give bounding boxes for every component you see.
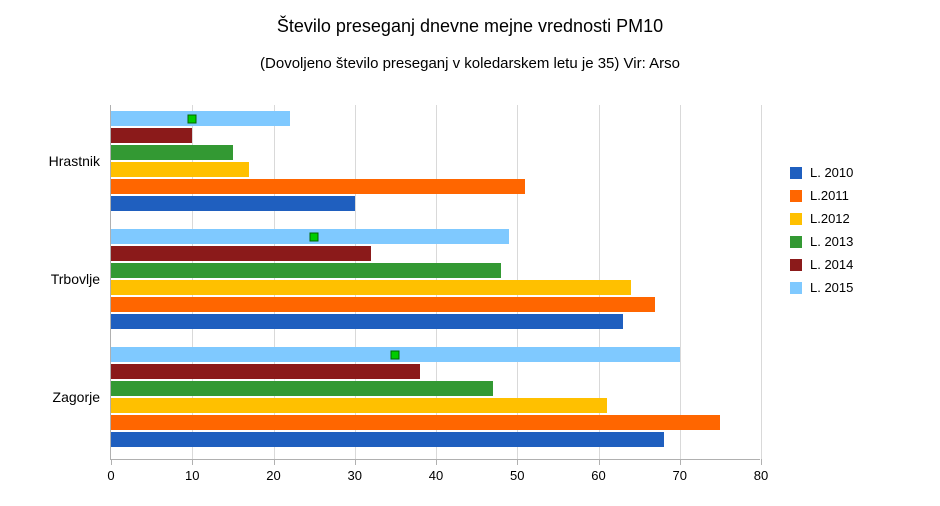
y-category-label: Trbovlje (20, 271, 100, 287)
x-tick-label: 20 (266, 468, 280, 483)
x-tick (436, 459, 437, 465)
bar (111, 162, 249, 177)
legend-label: L.2011 (810, 188, 849, 203)
x-tick (111, 459, 112, 465)
x-tick (192, 459, 193, 465)
legend-item: L. 2015 (790, 280, 930, 295)
bar (111, 246, 371, 261)
legend-label: L. 2014 (810, 257, 853, 272)
legend-label: L. 2013 (810, 234, 853, 249)
x-tick-label: 80 (754, 468, 768, 483)
gridline (680, 105, 681, 459)
bar (111, 145, 233, 160)
x-tick (761, 459, 762, 465)
bar (111, 381, 493, 396)
legend-item: L. 2014 (790, 257, 930, 272)
x-tick-label: 70 (673, 468, 687, 483)
y-category-label: Hrastnik (20, 153, 100, 169)
legend-swatch (790, 259, 802, 271)
legend-item: L.2011 (790, 188, 930, 203)
x-tick-label: 40 (429, 468, 443, 483)
bar (111, 179, 525, 194)
bar (111, 415, 720, 430)
legend-swatch (790, 190, 802, 202)
marker-square (310, 232, 319, 241)
bar (111, 111, 290, 126)
legend-label: L. 2010 (810, 165, 853, 180)
plot-area: 01020304050607080 (110, 105, 760, 460)
bar (111, 432, 664, 447)
legend-swatch (790, 167, 802, 179)
x-tick (355, 459, 356, 465)
x-tick (599, 459, 600, 465)
bar (111, 263, 501, 278)
y-category-label: Zagorje (20, 389, 100, 405)
bar (111, 314, 623, 329)
chart-container: Število preseganj dnevne mejne vrednosti… (0, 0, 940, 506)
bar (111, 196, 355, 211)
gridline (761, 105, 762, 459)
legend-label: L.2012 (810, 211, 850, 226)
x-tick-label: 50 (510, 468, 524, 483)
chart-subtitle: (Dovoljeno število preseganj v koledarsk… (20, 55, 920, 72)
bar (111, 364, 420, 379)
x-tick (274, 459, 275, 465)
plot-row: 01020304050607080 L. 2010L.2011L.2012L. … (20, 105, 920, 485)
x-tick (517, 459, 518, 465)
legend-item: L. 2010 (790, 165, 930, 180)
legend-item: L. 2013 (790, 234, 930, 249)
marker-square (188, 114, 197, 123)
legend: L. 2010 L.2011 L.2012 L. 2013 L. 2014 L. 2015 (790, 165, 930, 303)
chart-title: Število preseganj dnevne mejne vrednosti… (20, 16, 920, 37)
x-tick-label: 0 (107, 468, 114, 483)
bar (111, 128, 192, 143)
marker-square (391, 350, 400, 359)
legend-swatch (790, 282, 802, 294)
legend-label: L. 2015 (810, 280, 853, 295)
legend-swatch (790, 236, 802, 248)
x-tick (680, 459, 681, 465)
bar (111, 280, 631, 295)
legend-item: L.2012 (790, 211, 930, 226)
bar (111, 398, 607, 413)
legend-swatch (790, 213, 802, 225)
bar (111, 297, 655, 312)
x-tick-label: 60 (591, 468, 605, 483)
x-tick-label: 30 (348, 468, 362, 483)
x-tick-label: 10 (185, 468, 199, 483)
